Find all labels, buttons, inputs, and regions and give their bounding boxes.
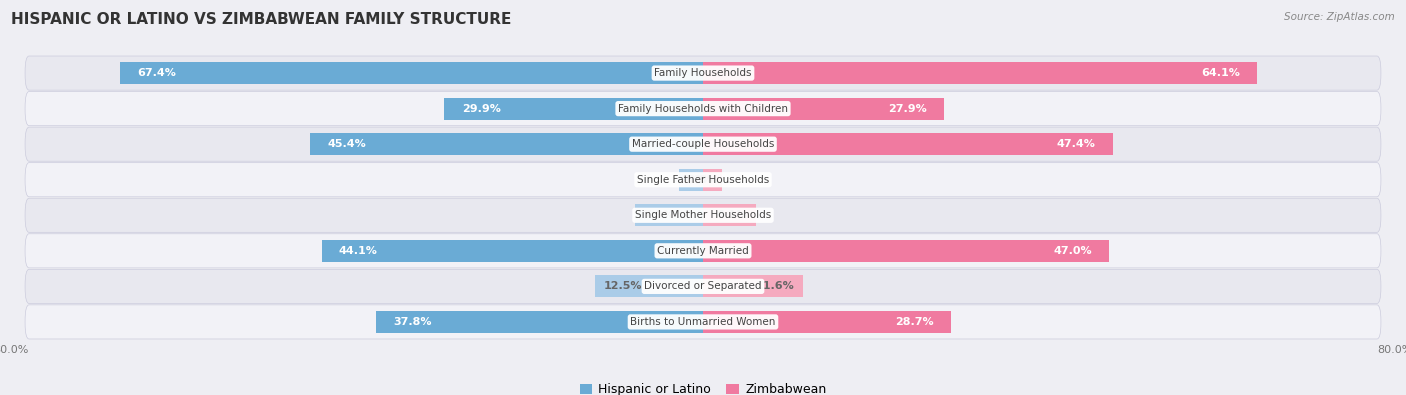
Text: Married-couple Households: Married-couple Households bbox=[631, 139, 775, 149]
Text: Currently Married: Currently Married bbox=[657, 246, 749, 256]
Text: 64.1%: 64.1% bbox=[1201, 68, 1240, 78]
Bar bbox=[311, 133, 703, 155]
Text: 47.0%: 47.0% bbox=[1053, 246, 1092, 256]
Bar bbox=[120, 62, 703, 84]
Legend: Hispanic or Latino, Zimbabwean: Hispanic or Latino, Zimbabwean bbox=[579, 383, 827, 395]
Bar bbox=[322, 240, 703, 262]
Bar bbox=[679, 169, 703, 191]
Bar bbox=[703, 204, 756, 226]
Text: Family Households with Children: Family Households with Children bbox=[619, 103, 787, 114]
FancyBboxPatch shape bbox=[25, 127, 1381, 161]
Text: Births to Unmarried Women: Births to Unmarried Women bbox=[630, 317, 776, 327]
Bar bbox=[634, 204, 703, 226]
FancyBboxPatch shape bbox=[25, 198, 1381, 232]
Text: 7.9%: 7.9% bbox=[644, 210, 675, 220]
Text: 27.9%: 27.9% bbox=[889, 103, 927, 114]
Text: 2.8%: 2.8% bbox=[688, 175, 718, 185]
Text: 67.4%: 67.4% bbox=[138, 68, 176, 78]
Text: Family Households: Family Households bbox=[654, 68, 752, 78]
Text: 12.5%: 12.5% bbox=[603, 281, 643, 292]
Bar bbox=[377, 311, 703, 333]
Text: 6.1%: 6.1% bbox=[716, 210, 747, 220]
Text: Single Father Households: Single Father Households bbox=[637, 175, 769, 185]
Text: 44.1%: 44.1% bbox=[339, 246, 378, 256]
Text: 29.9%: 29.9% bbox=[461, 103, 501, 114]
Text: Divorced or Separated: Divorced or Separated bbox=[644, 281, 762, 292]
Bar bbox=[703, 311, 952, 333]
Bar bbox=[595, 275, 703, 297]
Text: HISPANIC OR LATINO VS ZIMBABWEAN FAMILY STRUCTURE: HISPANIC OR LATINO VS ZIMBABWEAN FAMILY … bbox=[11, 12, 512, 27]
Bar bbox=[444, 98, 703, 120]
Bar bbox=[703, 169, 723, 191]
FancyBboxPatch shape bbox=[25, 269, 1381, 303]
Bar bbox=[703, 98, 945, 120]
FancyBboxPatch shape bbox=[25, 92, 1381, 126]
FancyBboxPatch shape bbox=[25, 234, 1381, 268]
Bar bbox=[703, 62, 1257, 84]
Text: 2.2%: 2.2% bbox=[682, 175, 713, 185]
Text: 28.7%: 28.7% bbox=[896, 317, 934, 327]
FancyBboxPatch shape bbox=[25, 163, 1381, 197]
Text: Source: ZipAtlas.com: Source: ZipAtlas.com bbox=[1284, 12, 1395, 22]
Text: 11.6%: 11.6% bbox=[756, 281, 794, 292]
Bar bbox=[703, 275, 803, 297]
Bar bbox=[703, 133, 1114, 155]
Bar bbox=[703, 240, 1109, 262]
Text: 47.4%: 47.4% bbox=[1057, 139, 1095, 149]
FancyBboxPatch shape bbox=[25, 305, 1381, 339]
FancyBboxPatch shape bbox=[25, 56, 1381, 90]
Text: Single Mother Households: Single Mother Households bbox=[636, 210, 770, 220]
Text: 37.8%: 37.8% bbox=[394, 317, 432, 327]
Text: 45.4%: 45.4% bbox=[328, 139, 367, 149]
